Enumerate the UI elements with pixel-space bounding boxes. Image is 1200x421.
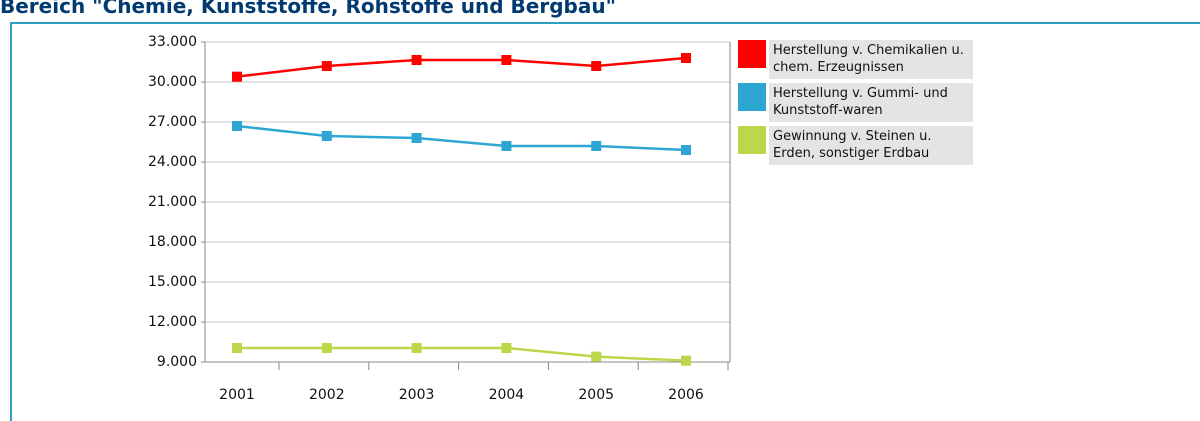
point — [681, 53, 691, 63]
series-line — [237, 346, 687, 362]
y-tick-label: 12.000 — [148, 314, 197, 330]
point — [411, 343, 422, 353]
point — [321, 343, 332, 353]
point — [501, 55, 512, 65]
point — [501, 141, 512, 151]
y-tick-label: 27.000 — [148, 114, 197, 130]
y-tick-label: 33.000 — [148, 34, 197, 50]
y-tick-label: 9.000 — [157, 354, 197, 370]
y-tick-label: 18.000 — [148, 234, 197, 250]
point — [591, 61, 602, 71]
legend-label: Herstellung v. Chemikalien u. chem. Erze… — [769, 40, 973, 79]
y-tick-label: 30.000 — [148, 74, 197, 90]
point — [232, 121, 242, 131]
y-tick-label: 21.000 — [148, 194, 197, 210]
legend-swatch — [738, 126, 766, 154]
legend-item: Herstellung v. Chemikalien u. chem. Erze… — [738, 40, 1198, 79]
x-tick-label: 2003 — [399, 387, 435, 403]
legend: Herstellung v. Chemikalien u. chem. Erze… — [738, 40, 1198, 169]
point — [681, 145, 691, 155]
chart-title: Bereich "Chemie, Kunststoffe, Rohstoffe … — [0, 0, 617, 18]
x-tick-label: 2004 — [489, 387, 525, 403]
point — [321, 131, 332, 141]
legend-label: Gewinnung v. Steinen u. Erden, sonstiger… — [769, 126, 973, 165]
y-tick-label: 15.000 — [148, 274, 197, 290]
point — [411, 133, 422, 143]
x-tick-label: 2002 — [309, 387, 345, 403]
legend-label: Herstellung v. Gummi- und Kunststoff-war… — [769, 83, 973, 122]
series-line — [236, 56, 687, 78]
point — [591, 141, 602, 151]
y-tick-label: 24.000 — [148, 154, 197, 170]
legend-item: Gewinnung v. Steinen u. Erden, sonstiger… — [738, 126, 1198, 165]
legend-swatch — [738, 40, 766, 68]
point — [501, 343, 512, 353]
x-tick-label: 2006 — [668, 387, 704, 403]
x-tick-label: 2001 — [219, 387, 255, 403]
point — [232, 343, 242, 353]
point — [232, 71, 242, 82]
point — [321, 61, 332, 71]
x-tick-label: 2005 — [578, 387, 614, 403]
legend-item: Herstellung v. Gummi- und Kunststoff-war… — [738, 83, 1198, 122]
panel — [10, 22, 1200, 421]
series-line — [236, 124, 687, 152]
point — [411, 55, 422, 65]
point — [681, 355, 691, 366]
point — [591, 351, 602, 362]
legend-swatch — [738, 83, 766, 111]
